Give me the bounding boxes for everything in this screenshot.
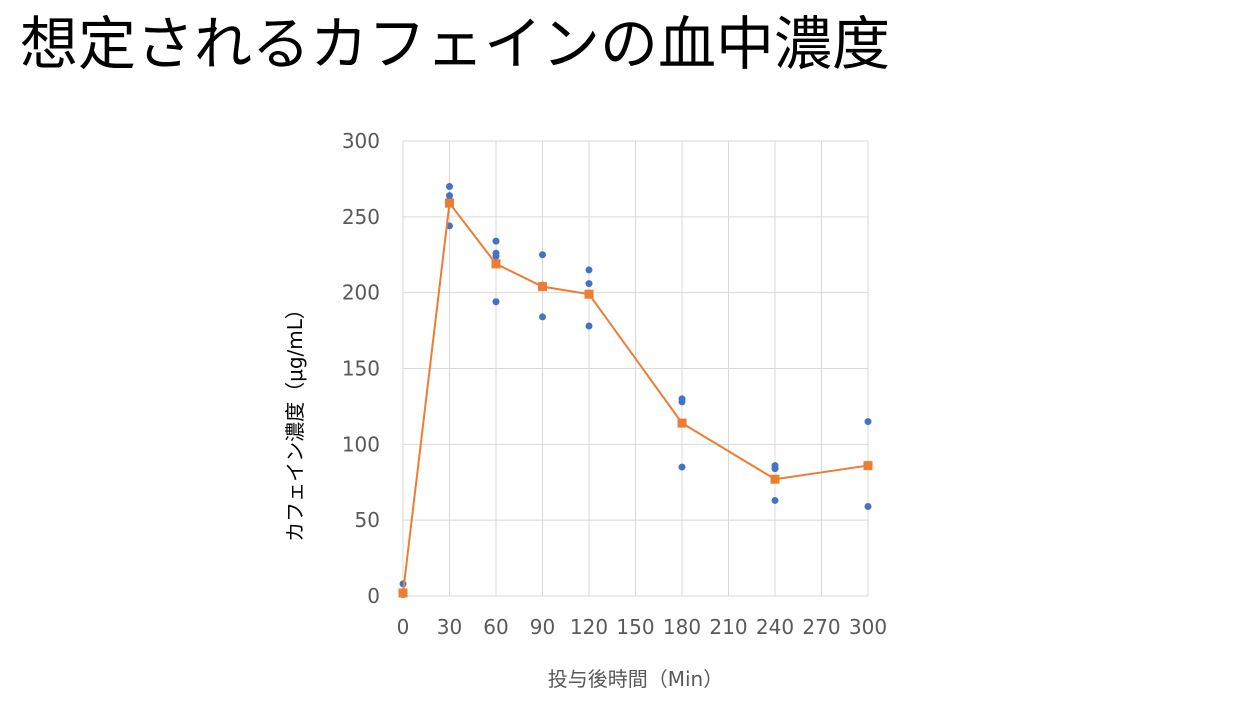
mean-line [402,200,869,594]
mean-marker [398,588,408,598]
grid [402,140,869,597]
data-point [771,496,779,504]
data-point [864,503,872,511]
mean-marker [491,259,501,269]
mean-marker [677,418,687,428]
mean-marker [584,289,594,299]
series-group [398,183,873,598]
y-axis-title: カフェイン濃度（μg/mL） [283,299,307,542]
x-tick-label: 210 [709,615,747,639]
data-point [864,418,872,426]
slide-title: 想定されるカフェインの血中濃度 [20,10,891,78]
data-point [678,398,686,406]
data-point [585,280,593,288]
y-axis-ticks: 0 50 100 150 200 250 300 [342,129,380,608]
y-tick-label: 250 [342,205,380,229]
data-point [492,298,500,306]
x-axis-title: 投与後時間（Min） [548,667,724,691]
x-tick-label: 240 [756,615,794,639]
data-point [492,237,500,245]
y-tick-label: 200 [342,281,380,305]
data-point [585,266,593,274]
y-tick-label: 150 [342,357,380,381]
mean-marker [863,461,873,471]
x-tick-label: 30 [437,615,462,639]
mean-marker [770,474,780,484]
data-point [585,322,593,330]
data-point [771,465,779,473]
data-point [678,463,686,471]
x-tick-label: 150 [616,615,654,639]
x-tick-label: 0 [397,615,410,639]
x-tick-label: 270 [802,615,840,639]
data-point [492,252,500,260]
data-point [539,251,546,259]
x-tick-label: 300 [849,615,887,639]
y-tick-label: 0 [367,584,380,608]
data-point [539,313,546,321]
y-tick-label: 100 [342,432,380,456]
x-axis-ticks: 0 30 60 90 120 150 180 210 240 270 300 [397,615,887,639]
y-tick-label: 50 [355,508,380,532]
y-tick-label: 300 [342,129,380,153]
mean-marker [538,282,547,292]
mean-marker [445,198,454,208]
data-point [446,183,453,190]
x-tick-label: 60 [483,615,508,639]
x-tick-label: 90 [530,615,555,639]
x-tick-label: 120 [570,615,608,639]
x-tick-label: 180 [663,615,701,639]
